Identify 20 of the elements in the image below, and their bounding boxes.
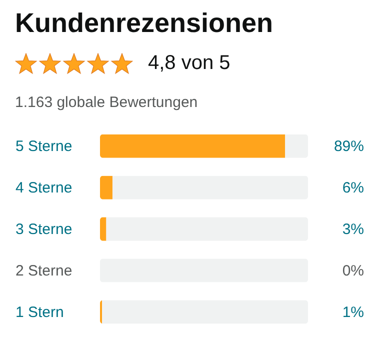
bar: [285, 134, 308, 158]
bar: [100, 217, 106, 241]
y-tick-label: 3 Sterne: [16, 221, 72, 238]
data-label: 89%: [334, 138, 364, 156]
chart-title: Kundenrezensionen: [15, 8, 274, 39]
text: 1.163 globale Bewertungen: [15, 94, 198, 111]
data-label: 1%: [342, 304, 364, 321]
bar: [112, 176, 308, 200]
bar: [102, 300, 308, 324]
y-tick-label: 1 Stern: [16, 304, 64, 321]
bar: [100, 176, 112, 200]
data-label: 6%: [342, 180, 364, 197]
data-label: 0%: [342, 262, 364, 280]
y-tick-label: 5 Sterne: [16, 138, 72, 156]
data-label: 3%: [342, 221, 364, 238]
bar: [100, 134, 286, 158]
y-tick-label: 4 Sterne: [16, 180, 72, 197]
y-tick-label: 2 Sterne: [16, 262, 72, 280]
bar: [106, 217, 308, 241]
chart-subtitle: 4,8 von 5: [148, 52, 230, 75]
